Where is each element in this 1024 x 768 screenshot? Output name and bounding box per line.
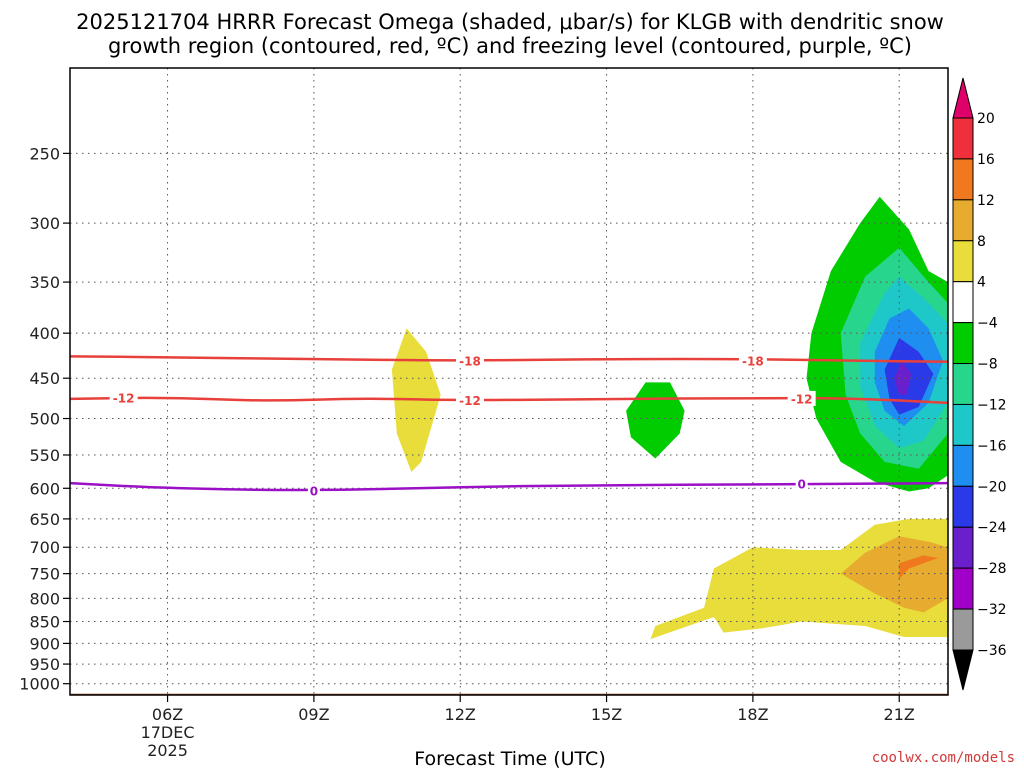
pressure-axis: 250 300 350 400 450 500 550 600 650 700 750 800 850 9… xyxy=(19,144,70,694)
dendritic-contour-1-label-bg-0 xyxy=(109,390,138,406)
colorbar-label-8: 8 xyxy=(977,234,986,250)
dendritic-contour-0-label-0: -18 xyxy=(459,354,481,368)
x-tick-label-09Z: 09Z xyxy=(298,705,329,724)
colorbar-label--32: −32 xyxy=(977,602,1007,618)
colorbar-swatch-20 xyxy=(952,117,974,160)
y-tick-label-650: 650 xyxy=(29,510,60,529)
plot-frame xyxy=(69,67,949,696)
chart-title-line1: 2025121704 HRRR Forecast Omega (shaded, … xyxy=(76,10,944,34)
y-tick-label-300: 300 xyxy=(29,214,60,233)
omega-region-1 xyxy=(626,382,685,459)
dendritic-contour-0-label-1: -18 xyxy=(742,354,764,368)
omega-shading xyxy=(391,196,948,640)
colorbar-swatch--24 xyxy=(952,526,974,569)
y-tick-label-600: 600 xyxy=(29,479,60,498)
y-tick-label-350: 350 xyxy=(29,273,60,292)
omega-colorbar: 20 16 12 8 4 −4 −8 −12 −16 −20 −24 −28 −32 −36 xyxy=(952,77,1007,691)
colorbar-swatch--12 xyxy=(952,403,974,446)
y-tick-label-450: 450 xyxy=(29,369,60,388)
freezing-level-contour-label-bg-1 xyxy=(795,475,808,491)
colorbar-label--4: −4 xyxy=(977,316,998,332)
colorbar-label--24: −24 xyxy=(977,520,1007,536)
dendritic-contour-1-label-bg-2 xyxy=(787,390,816,406)
y-tick-label-550: 550 xyxy=(29,446,60,465)
colorbar-swatch-8 xyxy=(952,240,974,283)
colorbar-label--28: −28 xyxy=(977,561,1007,577)
freezing-level-contour-label-0: 0 xyxy=(310,484,318,498)
dendritic-contour-0-label-bg-1 xyxy=(738,352,767,368)
x-tick-label-12Z: 12Z xyxy=(445,705,476,724)
x-axis-title: Forecast Time (UTC) xyxy=(414,748,605,768)
y-tick-label-900: 900 xyxy=(29,634,60,653)
colorbar-swatch--32 xyxy=(952,608,974,651)
y-tick-label-700: 700 xyxy=(29,538,60,557)
dendritic-contour-1-label-0: -12 xyxy=(113,392,135,406)
colorbar-label--36: −36 xyxy=(977,643,1007,659)
colorbar-swatch--4 xyxy=(952,322,974,365)
freezing-level-contour-label-1: 0 xyxy=(797,477,805,491)
temperature-contours: -18 -18 -12 -12 -12 0 0 xyxy=(70,352,948,498)
colorbar-swatch--28 xyxy=(952,567,974,610)
colorbar-label-4: 4 xyxy=(977,275,986,291)
colorbar-top-extend xyxy=(952,77,974,119)
x-tick-label-15Z: 15Z xyxy=(591,705,622,724)
y-tick-label-1000: 1000 xyxy=(19,675,60,694)
colorbar-label--16: −16 xyxy=(977,438,1007,454)
colorbar-label--20: −20 xyxy=(977,479,1007,495)
colorbar-swatch--20 xyxy=(952,485,974,528)
omega-region-10 xyxy=(899,555,939,579)
dendritic-contour-1-label-2: -12 xyxy=(791,392,813,406)
dendritic-contour-1-line xyxy=(70,396,948,405)
colorbar-swatch--8 xyxy=(952,363,974,405)
y-tick-label-800: 800 xyxy=(29,589,60,608)
x-date-label-line1: 17DEC xyxy=(141,723,195,742)
x-date-label-line2: 2025 xyxy=(147,741,188,760)
omega-region-9 xyxy=(840,536,948,613)
x-tick-label-18Z: 18Z xyxy=(737,705,768,724)
colorbar-swatch-16 xyxy=(952,158,974,201)
dendritic-contour-1-label-1: -12 xyxy=(459,394,481,408)
colorbar-swatch-12 xyxy=(952,199,974,242)
colorbar-label--12: −12 xyxy=(977,397,1007,413)
x-tick-label-21Z: 21Z xyxy=(884,705,915,724)
chart-title-line2: growth region (contoured, red, ºC) and f… xyxy=(108,34,912,58)
colorbar-label-12: 12 xyxy=(977,193,995,209)
freezing-level-contour-line xyxy=(70,481,948,492)
y-tick-label-850: 850 xyxy=(29,613,60,632)
credit-link[interactable]: coolwx.com/models xyxy=(872,750,1015,766)
y-tick-label-950: 950 xyxy=(29,655,60,674)
colorbar-label--8: −8 xyxy=(977,357,998,373)
dendritic-contour-1-label-bg-1 xyxy=(455,392,484,408)
omega-region-7 xyxy=(894,360,912,395)
colorbar-label-20: 20 xyxy=(977,111,995,127)
y-tick-label-400: 400 xyxy=(29,324,60,343)
colorbar-swatch--16 xyxy=(952,444,974,487)
y-tick-label-250: 250 xyxy=(29,144,60,163)
freezing-level-contour-label-bg-0 xyxy=(307,482,320,498)
x-tick-label-06Z: 06Z xyxy=(152,705,183,724)
colorbar-bottom-extend xyxy=(952,649,974,691)
grid-lines xyxy=(70,68,948,695)
y-tick-label-500: 500 xyxy=(29,410,60,429)
dendritic-contour-0-label-bg-0 xyxy=(455,352,484,368)
y-tick-label-750: 750 xyxy=(29,565,60,584)
colorbar-label-16: 16 xyxy=(977,152,995,168)
colorbar-swatch-4 xyxy=(952,281,974,324)
